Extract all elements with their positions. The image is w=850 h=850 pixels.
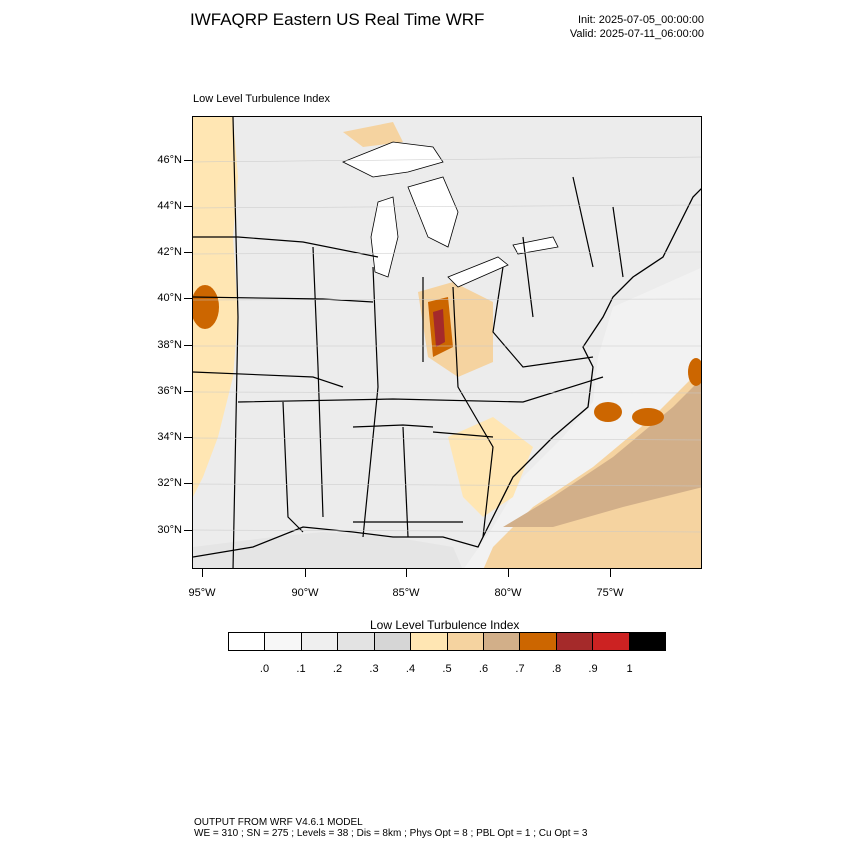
lon-label-85: 85°W bbox=[392, 587, 420, 599]
plot-title: IWFAQRP Eastern US Real Time WRF bbox=[190, 10, 485, 29]
lat-label-34: 34°N bbox=[157, 431, 182, 443]
colorbar-label: .5 bbox=[442, 663, 452, 675]
lon-tick bbox=[406, 569, 407, 577]
colorbar-swatch-4 bbox=[374, 633, 412, 650]
turbulence-upper-lakes bbox=[343, 122, 403, 147]
turbulence-offshore-max-2 bbox=[632, 408, 664, 426]
init-time: Init: 2025-07-05_00:00:00 bbox=[578, 14, 704, 26]
lat-label-36: 36°N bbox=[157, 385, 182, 397]
colorbar-swatch-10 bbox=[593, 633, 630, 650]
colorbar-title: Low Level Turbulence Index bbox=[370, 618, 520, 632]
lon-label-80: 80°W bbox=[494, 587, 522, 599]
map-panel bbox=[192, 116, 702, 569]
colorbar-swatch-7 bbox=[483, 633, 521, 650]
lat-lon-grid bbox=[193, 156, 701, 533]
lat-tick bbox=[184, 298, 192, 299]
valid-time: Valid: 2025-07-11_06:00:00 bbox=[569, 28, 704, 40]
colorbar-swatch-9 bbox=[556, 633, 594, 650]
colorbar-label: .8 bbox=[551, 663, 562, 675]
lat-label-40: 40°N bbox=[157, 292, 182, 304]
colorbar-swatch-2 bbox=[301, 633, 339, 650]
colorbar-label: .3 bbox=[369, 663, 379, 675]
lat-tick bbox=[184, 160, 192, 161]
colorbar-swatch-11 bbox=[629, 633, 666, 650]
colorbar-label: .4 bbox=[405, 663, 416, 675]
colorbar-swatch-1 bbox=[265, 633, 302, 650]
lat-label-30: 30°N bbox=[157, 524, 182, 536]
colorbar-label: .7 bbox=[515, 663, 525, 675]
lat-label-44: 44°N bbox=[157, 200, 182, 212]
colorbar-label: .6 bbox=[478, 663, 489, 675]
lake-erie bbox=[447, 256, 509, 288]
map-canvas bbox=[193, 117, 701, 568]
turbulence-atlantic-core bbox=[503, 379, 701, 527]
colorbar-label: .0 bbox=[259, 663, 270, 675]
footer-config-line: WE = 310 ; SN = 275 ; Levels = 38 ; Dis … bbox=[194, 828, 588, 839]
lon-tick bbox=[610, 569, 611, 577]
colorbar-label: 1 bbox=[626, 663, 633, 675]
lon-tick bbox=[202, 569, 203, 577]
lat-tick bbox=[184, 437, 192, 438]
lake-michigan bbox=[370, 196, 399, 278]
gulf-of-mexico bbox=[193, 532, 463, 568]
lat-tick bbox=[184, 530, 192, 531]
lat-tick bbox=[184, 483, 192, 484]
lat-tick bbox=[184, 206, 192, 207]
lon-label-90: 90°W bbox=[291, 587, 319, 599]
turbulence-offshore-max-1 bbox=[594, 402, 622, 422]
colorbar-swatch-5 bbox=[411, 633, 448, 650]
map-subtitle: Low Level Turbulence Index bbox=[193, 93, 330, 105]
lat-label-32: 32°N bbox=[157, 477, 182, 489]
lon-tick bbox=[305, 569, 306, 577]
lake-ontario bbox=[512, 236, 559, 255]
colorbar bbox=[228, 632, 666, 651]
colorbar-label: .1 bbox=[296, 663, 306, 675]
lat-label-42: 42°N bbox=[157, 246, 182, 258]
lat-tick bbox=[184, 252, 192, 253]
coastline bbox=[193, 188, 701, 558]
colorbar-swatch-0 bbox=[229, 633, 266, 650]
colorbar-swatch-6 bbox=[447, 633, 484, 650]
lake-huron bbox=[407, 176, 459, 248]
lat-tick bbox=[184, 391, 192, 392]
lat-label-46: 46°N bbox=[157, 154, 182, 166]
colorbar-label: .9 bbox=[588, 663, 598, 675]
turbulence-offshore-max-3 bbox=[688, 358, 701, 386]
turbulence-west-max bbox=[193, 285, 219, 329]
lon-tick bbox=[508, 569, 509, 577]
colorbar-swatch-8 bbox=[520, 633, 557, 650]
colorbar-label: .2 bbox=[332, 663, 343, 675]
lat-label-38: 38°N bbox=[157, 339, 182, 351]
lat-tick bbox=[184, 345, 192, 346]
lake-superior bbox=[342, 141, 444, 178]
footer-model-line: OUTPUT FROM WRF V4.6.1 MODEL bbox=[194, 817, 363, 828]
turbulence-ohio-peak bbox=[433, 309, 445, 347]
colorbar-swatch-3 bbox=[338, 633, 375, 650]
lon-label-95: 95°W bbox=[188, 587, 216, 599]
lon-label-75: 75°W bbox=[596, 587, 624, 599]
